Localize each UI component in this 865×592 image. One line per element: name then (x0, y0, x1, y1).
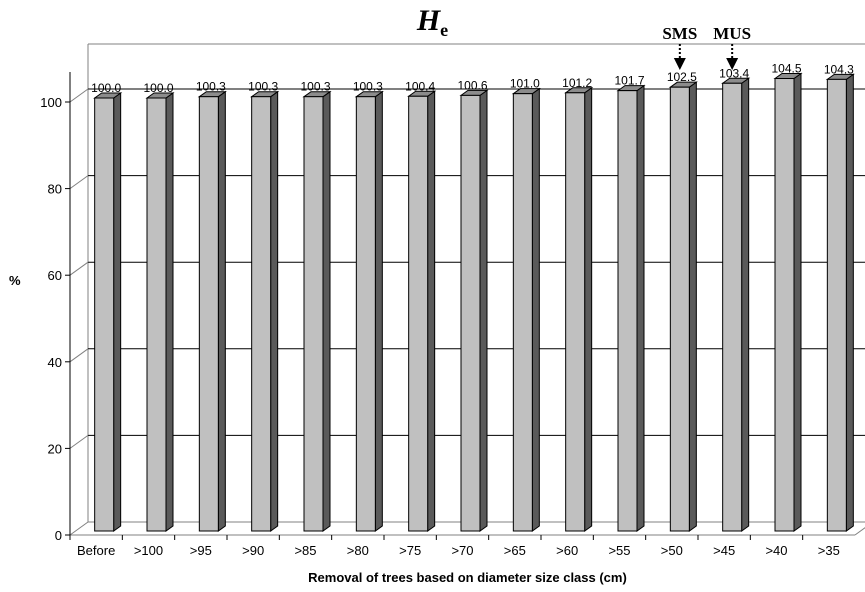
bar (512, 93, 533, 532)
y-tick-label: 60 (48, 268, 62, 283)
x-axis-label: Removal of trees based on diameter size … (308, 570, 627, 585)
bar (460, 94, 481, 532)
bar-side (270, 90, 279, 532)
annotation-label: MUS (713, 24, 752, 43)
data-label: 101.2 (562, 76, 592, 90)
gridline-diagonal (69, 261, 89, 276)
gridline-diagonal (69, 348, 89, 363)
x-tick-label: >75 (399, 543, 421, 558)
bar-side (165, 92, 174, 532)
bar-side (531, 87, 540, 532)
x-tick-label: >60 (556, 543, 578, 558)
bar (303, 96, 324, 532)
bar (774, 78, 795, 532)
data-label: 100.0 (143, 81, 173, 95)
data-label: 100.3 (300, 80, 330, 94)
bar-side (584, 86, 593, 532)
gridline-diagonal (69, 88, 89, 103)
gridline-diagonal (69, 434, 89, 449)
gridline-diagonal (69, 175, 89, 190)
x-tick-label: >95 (190, 543, 212, 558)
data-label: 104.3 (824, 62, 854, 76)
annotation-arrow-head (726, 58, 739, 70)
bar-side (427, 90, 436, 532)
bar-side (845, 73, 854, 532)
y-tick-label: 40 (48, 355, 62, 370)
data-label: 100.4 (405, 79, 435, 93)
data-label: 100.0 (91, 81, 121, 95)
y-tick-label: 0 (55, 528, 62, 543)
y-axis-label: % (9, 273, 21, 288)
data-label: 101.7 (614, 74, 644, 88)
data-label: 100.3 (353, 80, 383, 94)
bar (408, 95, 429, 532)
x-tick-label: >40 (765, 543, 787, 558)
data-label: 101.0 (510, 77, 540, 91)
bar (198, 96, 219, 532)
floor-right-edge (854, 527, 865, 536)
bar-side (479, 89, 488, 532)
bar (826, 78, 847, 532)
annotation-label: SMS (662, 24, 698, 43)
x-tick-label: >100 (134, 543, 163, 558)
y-tick-label: 80 (48, 182, 62, 197)
data-label: 100.3 (196, 80, 226, 94)
x-tick-label: >85 (294, 543, 316, 558)
x-tick-label: >90 (242, 543, 264, 558)
y-tick-label: 100 (40, 95, 62, 110)
bar (722, 82, 743, 532)
bar-side (741, 77, 750, 532)
bar-side (113, 92, 122, 532)
x-tick-label: >70 (451, 543, 473, 558)
data-label: 100.6 (457, 78, 487, 92)
bar-side (322, 90, 331, 532)
x-tick-label: >45 (713, 543, 735, 558)
bar (617, 90, 638, 532)
x-tick-label: >65 (504, 543, 526, 558)
bar (251, 96, 272, 532)
data-label: 103.4 (719, 66, 749, 80)
x-tick-label: >80 (347, 543, 369, 558)
data-label: 102.5 (667, 70, 697, 84)
bar (94, 97, 115, 532)
x-tick-label: Before (77, 543, 115, 558)
x-tick-label: >35 (818, 543, 840, 558)
annotation-arrow-head (673, 58, 686, 70)
chart-title: He (416, 4, 449, 40)
bar-side (217, 90, 226, 532)
bar (565, 92, 586, 532)
y-tick-label: 20 (48, 441, 62, 456)
x-tick-label: >55 (608, 543, 630, 558)
gridline-diagonal (69, 521, 89, 536)
bar-side (636, 84, 645, 532)
bar (669, 86, 690, 532)
bar (146, 97, 167, 532)
x-tick-label: >50 (661, 543, 683, 558)
bar-side (688, 81, 697, 532)
bar-side (374, 90, 383, 532)
bar (355, 96, 376, 532)
data-label: 104.5 (771, 62, 801, 76)
data-label: 100.3 (248, 80, 278, 94)
bar-side (793, 72, 802, 532)
